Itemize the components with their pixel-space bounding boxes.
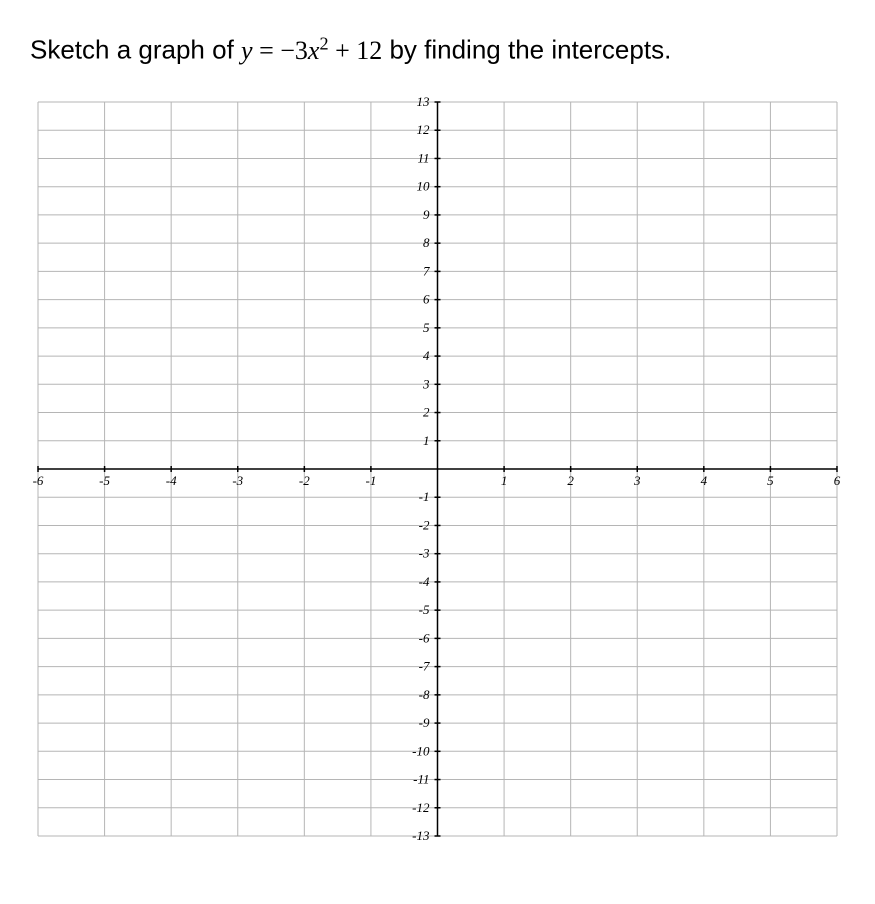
x-tick-label: -4: [166, 473, 177, 488]
x-tick-label: 6: [834, 473, 841, 488]
y-tick-label: 8: [423, 235, 430, 250]
x-tick-label: 2: [567, 473, 574, 488]
x-tick-label: 1: [501, 473, 508, 488]
eq-op: =: [253, 36, 281, 65]
y-tick-label: 11: [417, 150, 429, 165]
x-tick-label: 5: [767, 473, 774, 488]
y-tick-label: -6: [419, 630, 430, 645]
x-tick-label: 4: [701, 473, 708, 488]
y-tick-label: -3: [419, 545, 430, 560]
y-tick-label: 6: [423, 291, 430, 306]
y-tick-label: -2: [419, 517, 430, 532]
eq-coef: 3: [295, 36, 308, 65]
coordinate-grid: -6-5-4-3-2-112345613121110987654321-1-2-…: [30, 94, 845, 844]
equation: y = −3x2 + 12: [241, 36, 382, 65]
eq-exp: 2: [319, 33, 328, 53]
prompt-pre: Sketch a graph of: [30, 35, 241, 65]
y-tick-label: 12: [417, 122, 431, 137]
y-tick-label: -13: [412, 828, 430, 843]
eq-c: 12: [356, 36, 382, 65]
prompt-post: by finding the intercepts.: [382, 35, 671, 65]
y-tick-label: 4: [423, 348, 430, 363]
y-tick-label: 3: [422, 376, 430, 391]
x-tick-label: -1: [365, 473, 376, 488]
y-tick-label: -10: [412, 743, 430, 758]
y-tick-label: -1: [419, 489, 430, 504]
eq-var: x: [308, 36, 320, 65]
y-tick-label: 9: [423, 207, 430, 222]
y-tick-label: 5: [423, 320, 430, 335]
y-tick-label: 13: [417, 94, 431, 109]
eq-lhs: y: [241, 36, 253, 65]
y-tick-label: -7: [419, 658, 430, 673]
x-tick-label: -3: [232, 473, 243, 488]
y-tick-label: -11: [413, 771, 429, 786]
eq-neg: −: [280, 36, 295, 65]
y-tick-label: -4: [419, 574, 430, 589]
x-tick-label: -2: [299, 473, 310, 488]
y-tick-label: 2: [423, 404, 430, 419]
y-tick-label: 7: [423, 263, 430, 278]
y-tick-label: -8: [419, 687, 430, 702]
x-tick-label: -5: [99, 473, 110, 488]
y-tick-label: 1: [423, 432, 430, 447]
question-prompt: Sketch a graph of y = −3x2 + 12 by findi…: [30, 30, 845, 70]
y-tick-label: -12: [412, 799, 430, 814]
y-tick-label: -9: [419, 715, 430, 730]
y-tick-label: -5: [419, 602, 430, 617]
x-tick-label: 3: [633, 473, 641, 488]
y-tick-label: 10: [417, 178, 431, 193]
eq-plus: +: [329, 36, 357, 65]
x-tick-label: -6: [33, 473, 44, 488]
